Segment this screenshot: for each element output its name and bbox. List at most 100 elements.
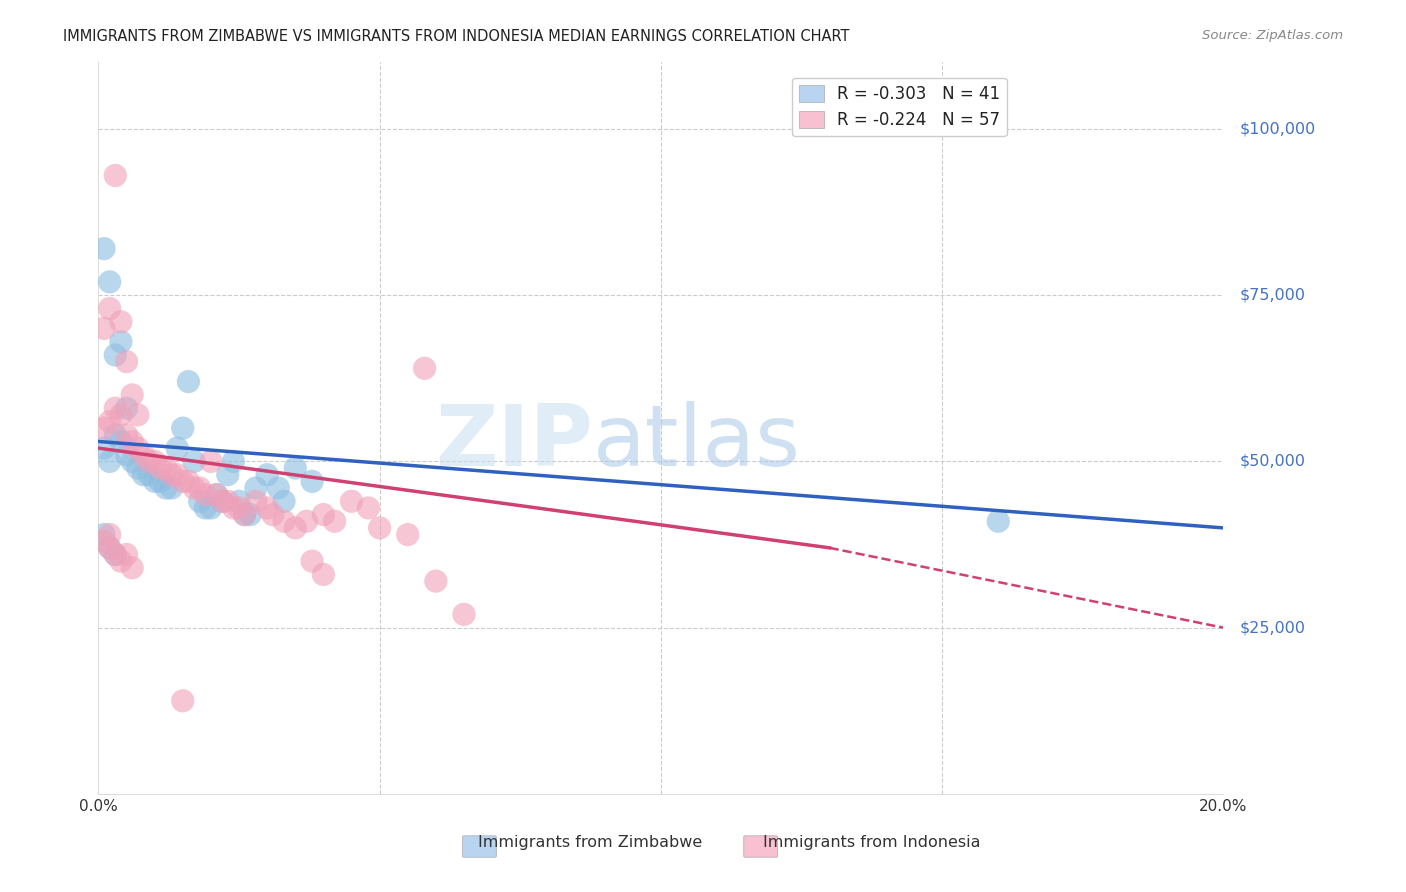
Point [98,541,121,555]
Point [301,475,323,489]
Point [138,467,160,482]
Point [200,500,222,515]
Point [233,508,256,522]
Point [205,488,228,502]
Point [166,441,188,455]
Point [194,488,217,502]
Point [217,494,239,508]
Point [104,548,127,562]
Point [340,494,363,508]
Point [98,275,121,289]
Legend: R = -0.303   N = 41, R = -0.224   N = 57: R = -0.303 N = 41, R = -0.224 N = 57 [792,78,1007,136]
Point [239,508,262,522]
Point [262,508,284,522]
Point [160,481,183,495]
Text: $100,000: $100,000 [1240,121,1316,136]
Point [987,514,1010,528]
Point [453,607,475,622]
Point [93,441,115,455]
Point [115,448,138,462]
Point [104,548,127,562]
Point [323,514,346,528]
Text: atlas: atlas [593,401,801,484]
Point [368,521,391,535]
Point [93,321,115,335]
Point [127,441,149,455]
Point [143,454,166,468]
Point [155,461,177,475]
Point [200,454,222,468]
Point [172,475,194,489]
Point [138,454,160,468]
Point [121,454,143,468]
Point [284,461,307,475]
Point [93,534,115,549]
Point [228,500,250,515]
Point [172,694,194,708]
Point [110,334,132,349]
Point [222,500,245,515]
Point [166,467,188,482]
Point [110,315,132,329]
Point [149,461,172,475]
Point [188,481,211,495]
Point [127,408,149,422]
Text: Immigrants from Indonesia: Immigrants from Indonesia [763,836,980,850]
Point [115,401,138,416]
Point [98,527,121,541]
Point [396,527,419,541]
Point [115,354,138,368]
Point [273,514,295,528]
Point [217,467,239,482]
Point [194,500,217,515]
Point [143,475,166,489]
Point [211,494,233,508]
Text: ZIP: ZIP [436,401,593,484]
Point [149,475,172,489]
Point [98,541,121,555]
Point [211,494,233,508]
Point [104,169,127,183]
Point [115,427,138,442]
Text: Immigrants from Zimbabwe: Immigrants from Zimbabwe [478,836,703,850]
Text: $25,000: $25,000 [1240,620,1306,635]
Text: IMMIGRANTS FROM ZIMBABWE VS IMMIGRANTS FROM INDONESIA MEDIAN EARNINGS CORRELATIO: IMMIGRANTS FROM ZIMBABWE VS IMMIGRANTS F… [63,29,849,44]
Point [256,467,278,482]
Point [160,467,183,482]
Text: $50,000: $50,000 [1240,454,1306,469]
Point [284,521,307,535]
Point [132,467,155,482]
Point [98,415,121,429]
Point [228,494,250,508]
Point [177,475,200,489]
Text: Source: ZipAtlas.com: Source: ZipAtlas.com [1202,29,1343,42]
Point [233,508,256,522]
Point [121,434,143,449]
Point [183,454,205,468]
Point [245,494,267,508]
Point [357,500,380,515]
Point [98,454,121,468]
Point [132,448,155,462]
Point [127,461,149,475]
Point [256,500,278,515]
Point [115,548,138,562]
Point [312,508,335,522]
Point [312,567,335,582]
Point [104,348,127,362]
Point [267,481,290,495]
Point [104,427,127,442]
Point [110,554,132,568]
Point [273,494,295,508]
Point [413,361,436,376]
Point [245,481,267,495]
Point [301,554,323,568]
Point [104,401,127,416]
Point [121,561,143,575]
Point [177,375,200,389]
Point [155,481,177,495]
Text: $75,000: $75,000 [1240,288,1306,302]
Point [121,388,143,402]
Point [93,527,115,541]
Point [110,434,132,449]
